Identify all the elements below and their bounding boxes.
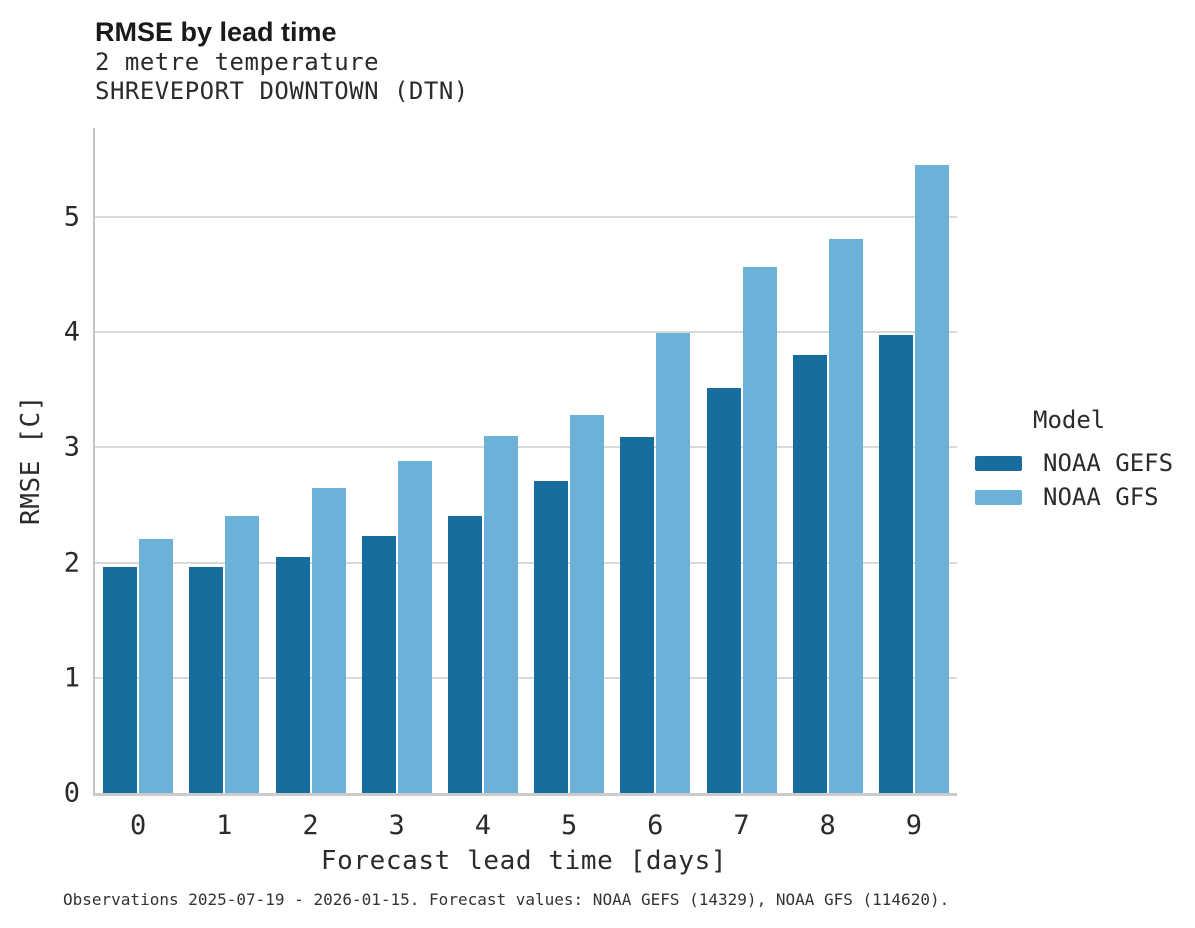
legend-swatch-icon (975, 489, 1022, 505)
legend-swatch-icon (975, 455, 1022, 471)
x-axis-title: Forecast lead time [days] (320, 846, 728, 876)
bar-noaa-gfs-day-4 (483, 435, 518, 793)
gridline-y-4 (95, 331, 957, 333)
legend: Model NOAA GEFS NOAA GFS (975, 406, 1173, 514)
bar-noaa-gefs-day-5 (534, 480, 569, 793)
legend-entries: NOAA GEFS NOAA GFS (975, 446, 1173, 514)
y-tick-label-4: 4 (63, 316, 80, 348)
legend-entry-noaa-gefs: NOAA GEFS (975, 446, 1173, 480)
gridline-y-3 (95, 446, 957, 449)
x-tick-label-3: 3 (388, 810, 405, 841)
gridline-y-1 (95, 676, 957, 679)
x-tick-label-4: 4 (474, 810, 492, 841)
bar-noaa-gfs-day-5 (570, 414, 605, 793)
y-tick-label-2: 2 (63, 547, 80, 578)
bar-noaa-gfs-day-1 (225, 516, 260, 793)
y-tick-label-0: 0 (63, 777, 80, 809)
caption: Observations 2025-07-19 - 2026-01-15. Fo… (63, 890, 950, 909)
plot-area: 0 1 2 3 4 5 0 1 2 3 4 5 6 7 8 9 (64, 128, 957, 841)
x-tick-label-1: 1 (216, 810, 233, 841)
gridline-y-5 (95, 215, 957, 218)
legend-label: NOAA GEFS (1043, 449, 1174, 477)
bar-noaa-gfs-day-8 (828, 238, 863, 793)
bar-noaa-gfs-day-6 (656, 333, 691, 793)
bar-noaa-gfs-day-3 (397, 461, 432, 793)
bar-noaa-gefs-day-7 (706, 388, 741, 793)
bar-noaa-gefs-day-6 (620, 436, 655, 793)
x-tick-label-9: 9 (905, 810, 923, 841)
bar-noaa-gefs-day-9 (878, 335, 913, 793)
x-tick-label-8: 8 (819, 810, 836, 841)
bar-noaa-gfs-day-7 (742, 267, 777, 793)
chart-subtitle-station: SHREVEPORT DOWNTOWN (DTN) (95, 77, 469, 105)
y-tick-label-5: 5 (63, 201, 80, 233)
x-tick-label-6: 6 (647, 810, 664, 841)
gridline-y-2 (95, 561, 957, 564)
title-block: RMSE by lead time 2 metre temperature SH… (95, 16, 469, 106)
bar-noaa-gefs-day-4 (447, 516, 482, 793)
y-tick-label-1: 1 (63, 662, 80, 694)
bar-noaa-gfs-day-2 (311, 487, 346, 793)
x-tick-label-7: 7 (733, 810, 750, 841)
legend-entry-noaa-gfs: NOAA GFS (975, 480, 1173, 514)
bar-noaa-gfs-day-9 (914, 164, 949, 793)
x-tick-label-2: 2 (302, 810, 319, 841)
y-axis-title: RMSE [C] (16, 394, 46, 526)
y-tick-label-3: 3 (63, 431, 80, 463)
bar-noaa-gefs-day-8 (792, 355, 827, 793)
bar-noaa-gefs-day-2 (275, 556, 310, 793)
x-tick-label-5: 5 (560, 810, 578, 841)
x-tick-label-0: 0 (129, 810, 147, 841)
chart-subtitle-variable: 2 metre temperature (95, 48, 380, 76)
legend-label: NOAA GFS (1043, 483, 1159, 511)
chart-title: RMSE by lead time (95, 17, 337, 47)
bar-noaa-gfs-day-0 (139, 539, 174, 793)
bar-noaa-gefs-day-0 (103, 567, 138, 793)
bar-noaa-gefs-day-1 (189, 567, 224, 793)
legend-title: Model (1033, 406, 1106, 434)
bar-noaa-gefs-day-3 (361, 536, 396, 793)
